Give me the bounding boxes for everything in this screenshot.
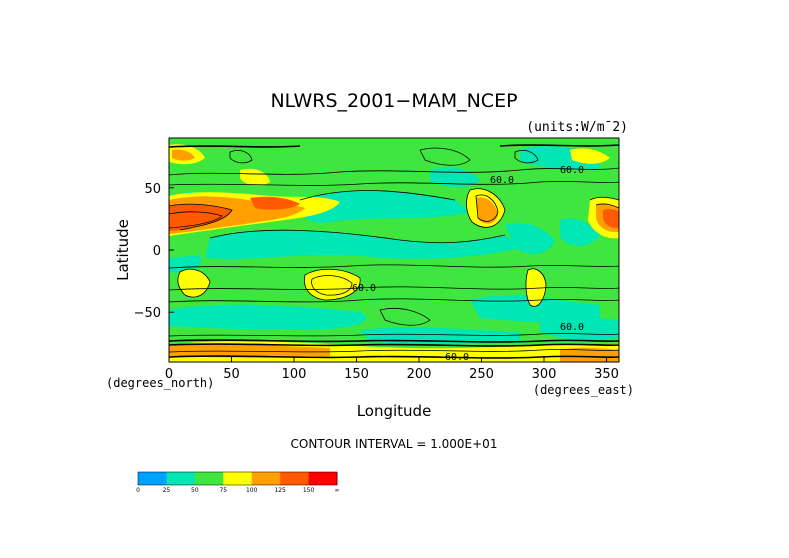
colorbar-frame	[137, 471, 338, 486]
colorbar-level-label: 25	[163, 487, 171, 494]
colorbar-level-label: 125	[274, 487, 286, 494]
x-tick-label: 0	[165, 367, 173, 382]
y-axis: 50 0 −50	[134, 182, 174, 321]
contour-label: 60.0	[445, 352, 469, 363]
x-tick-label: 350	[594, 367, 619, 382]
x-tick-label: 200	[407, 367, 432, 382]
x-tick-label: 100	[282, 367, 307, 382]
colorbar-level-label: 0	[136, 487, 140, 494]
y-tick-label: 50	[144, 182, 161, 197]
polar-contour-strips	[169, 144, 619, 359]
contour-lines	[169, 147, 619, 353]
contour-interval-text: CONTOUR INTERVAL = 1.000E+01	[291, 437, 498, 451]
y-tick-label: 0	[153, 244, 161, 259]
x-axis: 0 50 100 150 200 250 300 350	[165, 357, 619, 382]
contour-field: 60.0 60.0 60.0 60.0 60.0	[169, 138, 619, 363]
x-tick-label: 50	[223, 367, 240, 382]
chart-title: NLWRS_2001−MAM_NCEP	[270, 90, 517, 112]
x-unit-label: (degrees_east)	[533, 383, 634, 397]
colorbar: 0 25 50 75 100 125 150 ∞	[136, 471, 340, 494]
colorbar-level-label: 75	[219, 487, 227, 494]
y-unit-label: (degrees_north)	[106, 376, 214, 390]
colorbar-level-label: ∞	[335, 487, 340, 494]
contour-value-labels: 60.0 60.0 60.0 60.0 60.0	[352, 165, 584, 363]
x-tick-label: 150	[344, 367, 369, 382]
colorbar-level-label: 150	[303, 487, 315, 494]
colorbar-swatch	[223, 472, 253, 485]
contour-label: 60.0	[560, 165, 584, 176]
contour-label: 60.0	[490, 175, 514, 186]
colorbar-level-label: 50	[191, 487, 199, 494]
contour-label: 60.0	[560, 322, 584, 333]
colorbar-swatch	[251, 472, 281, 485]
contour-label: 60.0	[352, 283, 376, 294]
highest-value-zones	[169, 196, 619, 231]
x-axis-title: Longitude	[357, 402, 432, 420]
colorbar-swatch	[308, 472, 338, 485]
colorbar-swatch	[280, 472, 310, 485]
y-tick-label: −50	[134, 306, 161, 321]
x-tick-label: 300	[532, 367, 557, 382]
x-tick-label: 250	[469, 367, 494, 382]
y-axis-title: Latitude	[114, 219, 132, 281]
units-label: (units:W/m¯2)	[526, 120, 628, 135]
colorbar-swatch	[166, 472, 196, 485]
colorbar-swatch	[138, 472, 167, 485]
colorbar-level-label: 100	[246, 487, 258, 494]
colorbar-swatch	[194, 472, 224, 485]
